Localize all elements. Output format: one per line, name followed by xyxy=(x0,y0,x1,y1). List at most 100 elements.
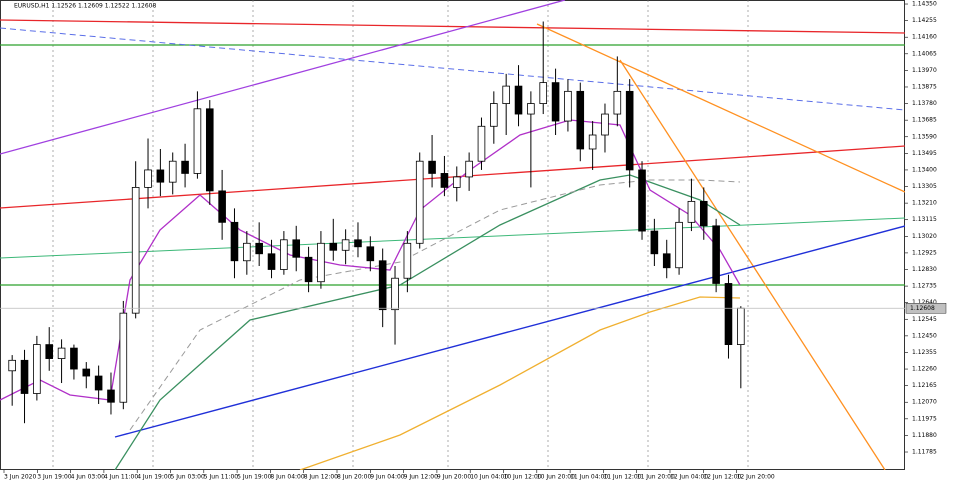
grid xyxy=(52,0,749,470)
x-tick-label: 9 Jun 20:00 xyxy=(437,474,471,481)
x-tick-label: 12 Jun 12:00 xyxy=(703,474,741,481)
candle-body xyxy=(193,108,202,174)
y-tick-label: 1.13685 xyxy=(912,117,937,124)
candle-body xyxy=(514,85,523,115)
x-tick-label: 3 Jun 2020 xyxy=(4,474,36,481)
candle-body xyxy=(625,90,634,171)
x-tick-label: 12 Jun 20:00 xyxy=(737,474,775,481)
candle-body xyxy=(8,359,16,372)
x-tick-label: 5 Jun 03:00 xyxy=(171,474,205,481)
candle-body xyxy=(280,239,288,270)
last-price-label: 1.12608 xyxy=(910,305,935,312)
y-tick-label: 1.11880 xyxy=(912,432,937,439)
candle-body xyxy=(255,242,263,255)
candle-body xyxy=(70,347,78,370)
y-tick-label: 1.12545 xyxy=(912,316,937,323)
candle-body xyxy=(737,307,745,345)
candle-body xyxy=(94,375,103,391)
x-tick-label: 5 Jun 19:00 xyxy=(237,474,271,481)
y-tick-label: 1.13495 xyxy=(912,150,937,157)
candle-body xyxy=(465,160,473,178)
y-tick-label: 1.13210 xyxy=(912,200,937,207)
candle-body xyxy=(341,239,350,251)
x-tick-label: 4 Jun 19:00 xyxy=(137,474,171,481)
y-tick-label: 1.12165 xyxy=(912,382,937,389)
y-tick-label: 1.14350 xyxy=(912,1,937,8)
candle-body xyxy=(205,108,214,192)
y-tick-label: 1.12830 xyxy=(912,266,937,273)
candle-body xyxy=(662,253,671,269)
candle-body xyxy=(440,173,449,188)
candle-body xyxy=(292,239,301,258)
candle-body xyxy=(576,90,585,150)
x-tick-label: 5 Jun 11:00 xyxy=(204,474,238,481)
candle-body xyxy=(156,169,165,183)
candle-body xyxy=(638,169,646,232)
y-tick-label: 1.12735 xyxy=(912,283,937,290)
candle-body xyxy=(304,256,313,283)
y-tick-label: 1.13115 xyxy=(912,216,937,223)
candle-body xyxy=(601,113,609,136)
y-tick-label: 1.13875 xyxy=(912,83,937,90)
candle-body xyxy=(131,187,140,314)
candle-body xyxy=(490,103,498,127)
x-tick-label: 9 Jun 12:00 xyxy=(404,474,438,481)
candle-body xyxy=(354,239,362,248)
x-tick-label: 11 Jun 12:00 xyxy=(603,474,641,481)
y-tick-label: 1.13970 xyxy=(912,67,937,74)
candle-body xyxy=(33,344,41,394)
y-tick-label: 1.14160 xyxy=(912,34,937,41)
candle-body xyxy=(551,82,560,122)
candle-body xyxy=(415,160,424,244)
candle-body xyxy=(650,230,659,255)
y-tick-label: 1.12450 xyxy=(912,332,937,339)
y-tick-label: 1.14255 xyxy=(912,17,937,24)
candle-body xyxy=(588,134,597,150)
x-tick-label: 8 Jun 20:00 xyxy=(337,474,371,481)
candle-body xyxy=(267,253,276,270)
x-tick-label: 8 Jun 12:00 xyxy=(304,474,338,481)
last-price-box xyxy=(905,303,947,314)
y-tick-label: 1.13780 xyxy=(912,100,937,107)
x-tick-label: 4 Jun 11:00 xyxy=(104,474,138,481)
candle-body xyxy=(82,368,91,377)
x-tick-label: 11 Jun 04:00 xyxy=(570,474,608,481)
candle-body xyxy=(699,200,708,227)
candle-body xyxy=(181,160,189,174)
candle-body xyxy=(391,277,399,311)
candle-body xyxy=(329,242,338,251)
y-tick-label: 1.13590 xyxy=(912,133,937,140)
candle-body xyxy=(378,260,387,311)
candle-body xyxy=(452,176,461,188)
y-tick-label: 1.11785 xyxy=(912,449,937,456)
candle-body xyxy=(218,190,226,223)
candle-body xyxy=(20,359,29,394)
chart-title: EURUSD,H1 1.12526 1.12609 1.12522 1.1260… xyxy=(14,3,156,10)
drawings xyxy=(0,0,905,470)
candle-body xyxy=(243,242,251,262)
candle-body xyxy=(119,312,128,403)
y-tick-label: 1.14065 xyxy=(912,50,937,57)
candle-body xyxy=(675,221,683,269)
x-tick-label: 10 Jun 20:00 xyxy=(537,474,575,481)
y-tick-label: 1.13305 xyxy=(912,183,937,190)
candle-body xyxy=(317,242,325,283)
candle-body xyxy=(539,82,548,104)
x-tick-label: 9 Jun 04:00 xyxy=(370,474,404,481)
y-tick-label: 1.11975 xyxy=(912,415,937,422)
y-tick-label: 1.13400 xyxy=(912,166,937,173)
candle-body xyxy=(712,225,720,284)
x-tick-label: 11 Jun 20:00 xyxy=(637,474,675,481)
y-tick-label: 1.12070 xyxy=(912,399,937,406)
y-tick-label: 1.13020 xyxy=(912,233,937,240)
y-tick-label: 1.12260 xyxy=(912,366,937,373)
x-tick-label: 10 Jun 12:00 xyxy=(504,474,542,481)
candle-body xyxy=(527,103,535,115)
y-tick-label: 1.12640 xyxy=(912,299,937,306)
x-tick-label: 8 Jun 04:00 xyxy=(270,474,304,481)
candle-body xyxy=(687,200,696,223)
candle-body xyxy=(107,389,115,403)
candle-body xyxy=(366,246,375,262)
candle-body xyxy=(564,90,572,122)
